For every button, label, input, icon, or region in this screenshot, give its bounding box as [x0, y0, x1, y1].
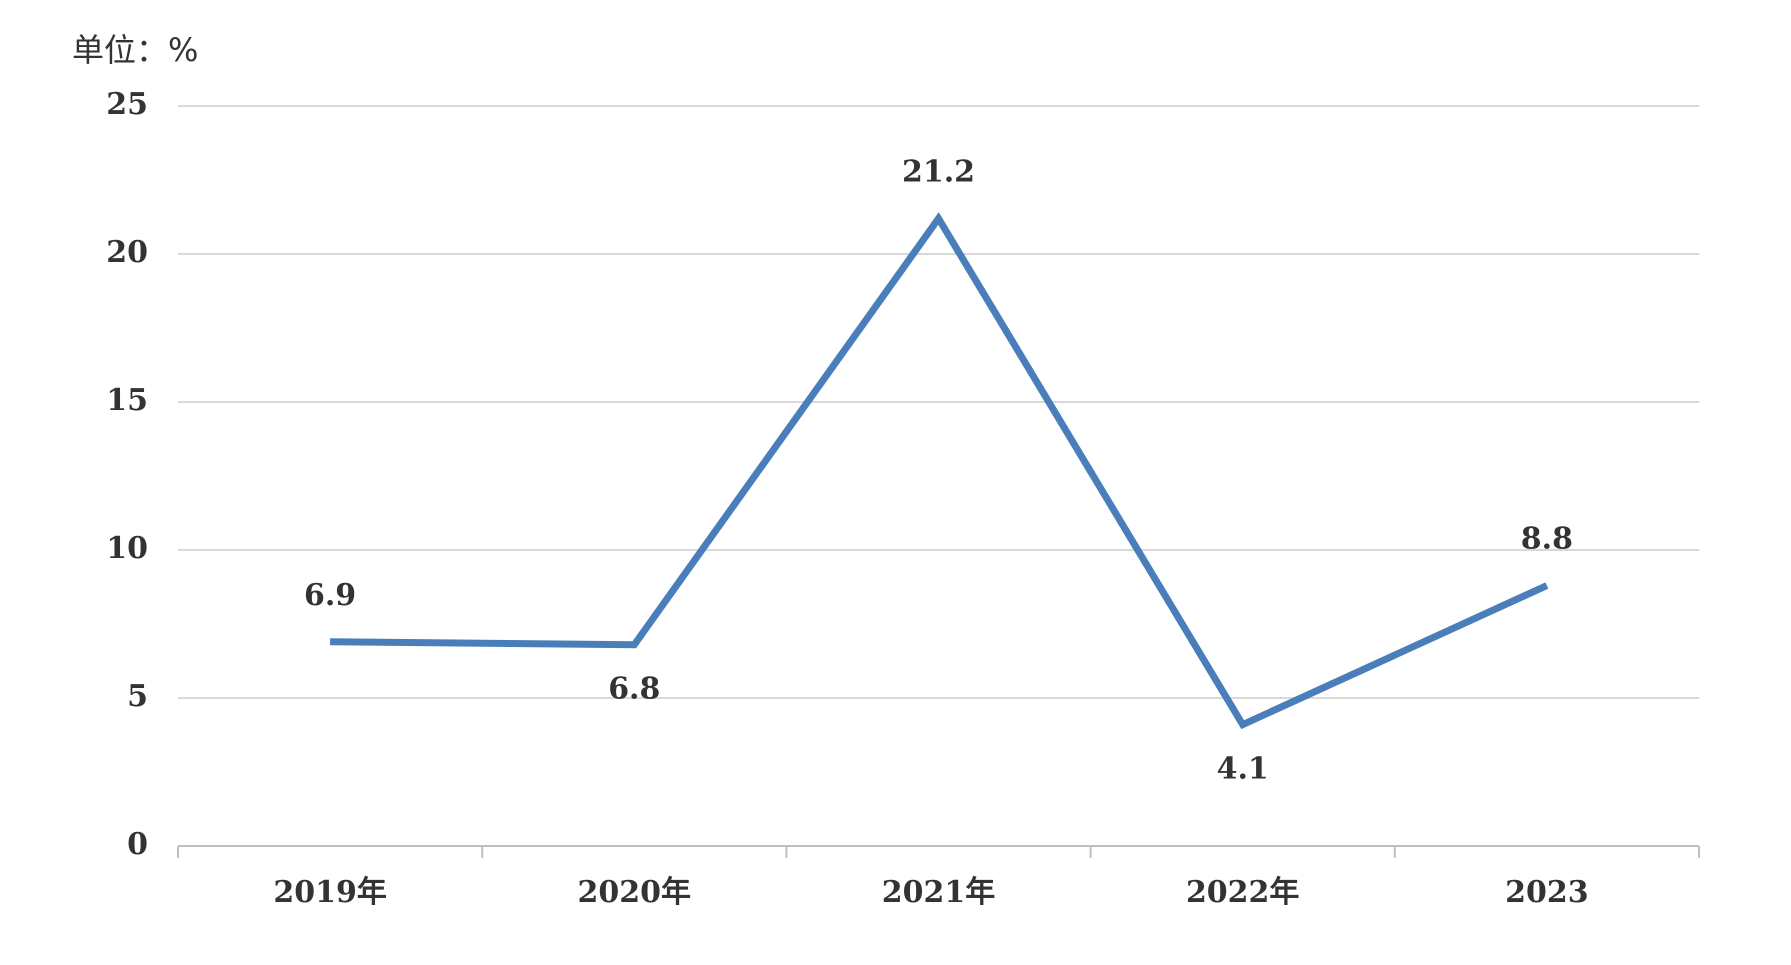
y-tick-label: 0 — [127, 827, 148, 862]
x-tick-label: 2020年 — [578, 875, 692, 910]
y-tick-label: 10 — [106, 531, 148, 566]
data-label: 8.8 — [1521, 522, 1573, 557]
x-tick-label: 2023 — [1505, 875, 1589, 910]
x-tick-label: 2022年 — [1186, 875, 1300, 910]
data-label: 4.1 — [1217, 752, 1269, 787]
data-label: 6.8 — [608, 672, 660, 707]
y-tick-label: 5 — [127, 679, 148, 714]
data-label: 21.2 — [902, 154, 975, 189]
data-label: 6.9 — [304, 578, 356, 613]
line-series — [330, 212, 1549, 730]
y-tick-label: 15 — [106, 383, 148, 418]
x-tick-label: 2021年 — [882, 875, 996, 910]
y-tick-label: 25 — [106, 87, 148, 122]
x-tick-label: 2019年 — [273, 875, 387, 910]
unit-label: 单位：% — [72, 31, 198, 69]
y-tick-label: 20 — [106, 235, 148, 270]
